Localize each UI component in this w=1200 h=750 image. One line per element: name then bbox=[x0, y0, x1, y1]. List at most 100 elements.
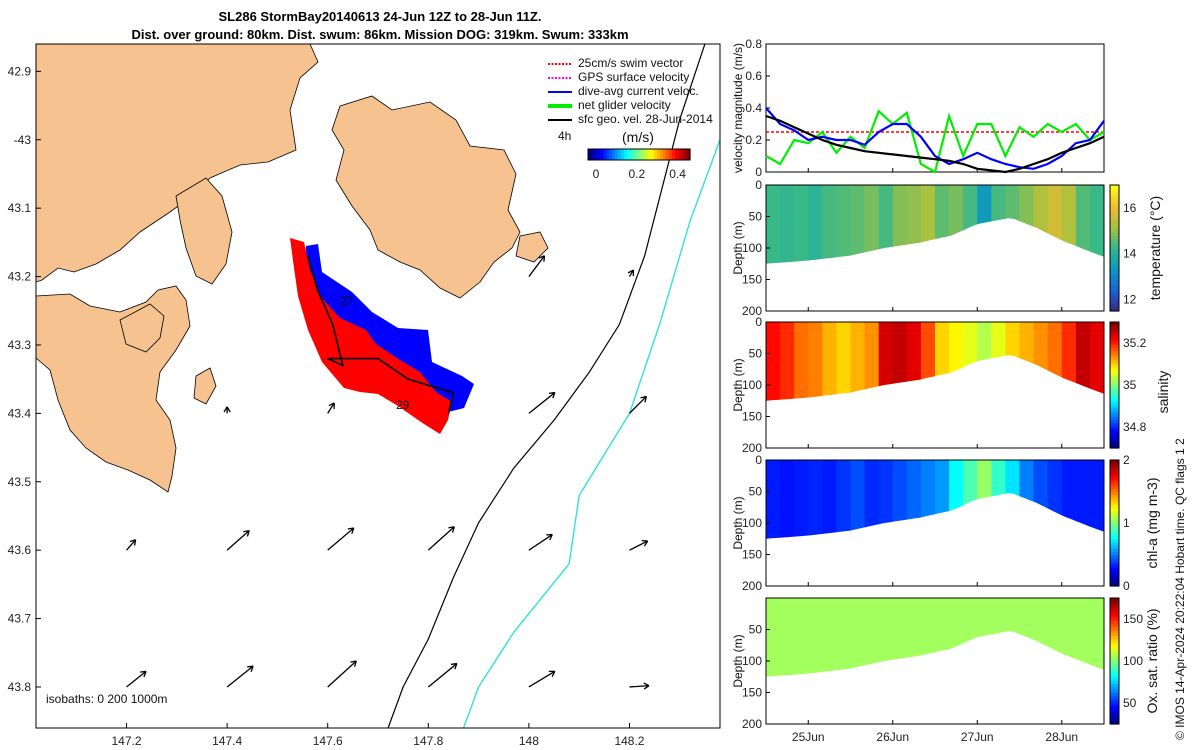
track-label-27: 27 bbox=[340, 294, 354, 308]
sec-ytick-label-2: 100 bbox=[742, 241, 762, 255]
sec-cbar-tick-1: 100 bbox=[1123, 654, 1143, 668]
sec-cbar-cell bbox=[1110, 475, 1119, 480]
sec-cbar-cell bbox=[1110, 304, 1119, 309]
sec-cbar-cell bbox=[1110, 504, 1119, 508]
sec-cbar-cell bbox=[1110, 254, 1119, 259]
sec-cbar-cell bbox=[1110, 676, 1119, 681]
map-ytick-label-5: 43.4 bbox=[8, 406, 32, 420]
map-cbar-cell bbox=[621, 149, 625, 160]
isobath-1000m bbox=[462, 139, 720, 728]
section-cell bbox=[794, 598, 810, 677]
map-cbar-cell bbox=[663, 149, 667, 160]
map-cbar-cell bbox=[657, 149, 661, 160]
sec-cbar-cell bbox=[1110, 188, 1119, 192]
sfc-vector-5 bbox=[629, 539, 649, 551]
sec-cbar-cell bbox=[1110, 692, 1119, 697]
map-xtick-label-3: 147.8 bbox=[413, 734, 443, 748]
map-ytick-label-3: 43.2 bbox=[8, 270, 32, 284]
sec-cbar-cell bbox=[1110, 651, 1119, 656]
sec-ytick-label-0: 50 bbox=[749, 623, 763, 637]
sec-cbar-cell bbox=[1110, 604, 1119, 609]
sec-ytick-label-1: 50 bbox=[749, 347, 763, 361]
sec-cbar-cell bbox=[1110, 207, 1119, 211]
sec-cbar-cell bbox=[1110, 485, 1119, 489]
sfc-vector-shaft bbox=[528, 534, 553, 551]
section-cell bbox=[850, 460, 866, 539]
sec-ytick-label-3: 150 bbox=[742, 410, 762, 424]
sfc-vector-shaft bbox=[327, 527, 355, 551]
sec-cbar-cell bbox=[1110, 689, 1119, 694]
sec-cbar-cell bbox=[1110, 551, 1119, 556]
sec-cbar-label: Ox. sat. ratio (%) bbox=[1144, 608, 1160, 713]
sec-cbar-cell bbox=[1110, 491, 1119, 496]
sfc-vector-7 bbox=[226, 665, 254, 688]
sec-cbar-cell bbox=[1110, 425, 1119, 430]
time-tick-label-1: 26Jun bbox=[876, 730, 909, 744]
section-cell bbox=[892, 460, 908, 539]
vel-series-sfc bbox=[765, 114, 1105, 174]
sfc-vector-head bbox=[546, 533, 553, 541]
sec-cbar-tick-2: 34.8 bbox=[1123, 420, 1147, 434]
sec-cbar-cell bbox=[1110, 516, 1119, 521]
sfc-vector-shaft bbox=[629, 396, 647, 414]
section-cell bbox=[878, 322, 894, 401]
sec-cbar-cell bbox=[1110, 241, 1119, 246]
sec-cbar-cell bbox=[1110, 510, 1119, 515]
sec-cbar-cell bbox=[1110, 554, 1119, 559]
sec-cbar-cell bbox=[1110, 276, 1119, 281]
sec-cbar-cell bbox=[1110, 613, 1119, 618]
map-cbar-cell bbox=[630, 149, 634, 160]
sec-cbar-cell bbox=[1110, 191, 1119, 196]
sfc-vector-head bbox=[448, 526, 455, 533]
glider-track-swath bbox=[290, 238, 474, 434]
sec-cbar-cell bbox=[1110, 720, 1119, 725]
vel-series-net-glider bbox=[765, 109, 1105, 174]
map-ytick-label-9: 43.8 bbox=[8, 680, 32, 694]
sec-cbar-cell bbox=[1110, 579, 1119, 584]
section-cell bbox=[1075, 185, 1091, 264]
sec-cbar-cell bbox=[1110, 432, 1119, 436]
sfc-vector-9 bbox=[427, 662, 458, 688]
sec-cbar-cell bbox=[1110, 616, 1119, 621]
sfc-vector-head bbox=[129, 539, 137, 546]
sfc-vector-shaft bbox=[628, 269, 634, 277]
sec-cbar-cell bbox=[1110, 263, 1119, 268]
isobath-label: isobaths: 0 200 1000m bbox=[46, 692, 167, 706]
sfc-vector-head bbox=[347, 527, 355, 534]
section-panel-salinity: 0 50 100 150 200 Depth (m) 35.2 35 34.8 bbox=[731, 315, 1147, 455]
map-cbar-cell bbox=[645, 149, 649, 160]
sec-cbar-cell bbox=[1110, 282, 1119, 287]
sec-cbar-cell bbox=[1110, 197, 1119, 202]
sfc-vector-head bbox=[640, 395, 648, 403]
sfc-vector-shaft bbox=[226, 530, 250, 551]
section-cell bbox=[766, 598, 781, 677]
section-panel-chl-a: 0 50 100 150 200 Depth (m) 2 1 0 chl-a (mg m-3) bbox=[731, 453, 1160, 593]
sec-cbar-cell bbox=[1110, 244, 1119, 249]
map-cbar-cell bbox=[597, 149, 601, 160]
sec-ytick-label-4: 200 bbox=[742, 441, 762, 455]
sec-cbar-cell bbox=[1110, 535, 1119, 540]
legend-swim: 25cm/s swim vector bbox=[578, 56, 683, 70]
section-cell bbox=[808, 185, 824, 264]
sec-ytick-label-1: 50 bbox=[749, 485, 763, 499]
map-ytick-label-2: 43.1 bbox=[8, 201, 32, 215]
sec-ytick-label-3: 150 bbox=[742, 273, 762, 287]
sec-cbar-cell bbox=[1110, 369, 1119, 373]
land-east-south bbox=[193, 367, 217, 405]
section-cell bbox=[1089, 460, 1104, 539]
sec-cbar-cell bbox=[1110, 635, 1119, 640]
sfc-vector-head bbox=[538, 255, 546, 262]
sec-cbar-cell bbox=[1110, 307, 1119, 312]
map-cbar-frame bbox=[587, 148, 691, 161]
map-cbar-cell bbox=[651, 149, 655, 160]
sec-cbar-cell bbox=[1110, 466, 1119, 471]
sfc-vector-shaft bbox=[327, 660, 357, 688]
sec-ylabel: Depth (m) bbox=[731, 496, 745, 549]
sfc-vector-12 bbox=[327, 402, 335, 414]
sec-ytick-label-0: 0 bbox=[755, 315, 762, 329]
map-legend: 25cm/s swim vector GPS surface velocity … bbox=[548, 56, 713, 145]
sec-cbar-cell bbox=[1110, 248, 1119, 252]
sec-cbar-cell bbox=[1110, 350, 1119, 355]
credit-text: © IMOS 14-Apr-2024 20:22:04 Hobart time.… bbox=[1173, 438, 1187, 740]
